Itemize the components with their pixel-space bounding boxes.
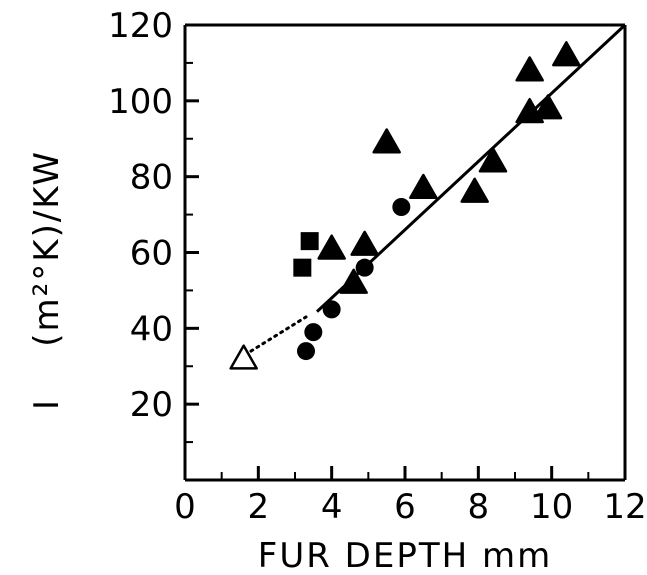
y-tick-label: 20: [130, 385, 173, 425]
x-ticks: 0 2 4 6 8 10 12: [174, 466, 647, 527]
x-tick-label: 2: [248, 487, 270, 527]
triangle-point: [339, 268, 368, 294]
x-tick-label: 10: [530, 487, 573, 527]
triangle-point: [478, 147, 508, 173]
x-axis-title: FUR DEPTH mm: [258, 536, 552, 575]
trend-lines: [249, 23, 627, 353]
triangle-point: [317, 234, 346, 260]
circle-point: [304, 323, 323, 342]
square-point: [300, 232, 319, 251]
x-tick-label: 0: [174, 487, 196, 527]
x-tick-label: 8: [468, 487, 490, 527]
data-points: [229, 41, 581, 370]
triangle-point: [409, 173, 438, 200]
circle-point: [392, 198, 411, 216]
x-tick-label: 4: [321, 487, 343, 527]
y-tick-label: 100: [108, 82, 173, 122]
triangle-point: [350, 230, 379, 256]
x-tick-label: 12: [603, 487, 646, 527]
triangle-point: [552, 41, 581, 67]
triangle-point: [515, 56, 544, 82]
circle-point: [322, 300, 341, 319]
axes: [183, 23, 627, 482]
y-tick-label: 80: [130, 158, 173, 198]
y-tick-label: 120: [108, 6, 173, 46]
y-ticks: 20 40 60 80 100 120: [108, 6, 199, 444]
y-axis-title: I (m²°K)/KW: [27, 150, 67, 410]
triangle-point: [460, 177, 489, 203]
y-tick-label: 60: [130, 234, 173, 274]
x-tick-label: 6: [394, 487, 416, 527]
circle-point: [355, 258, 374, 277]
circle-point: [297, 342, 315, 361]
open-triangle-point: [229, 344, 258, 370]
square-point: [293, 258, 312, 277]
extrapolation-line: [249, 315, 308, 353]
triangle-point: [533, 94, 563, 120]
triangle-point: [372, 128, 401, 154]
y-tick-label: 40: [130, 309, 173, 349]
